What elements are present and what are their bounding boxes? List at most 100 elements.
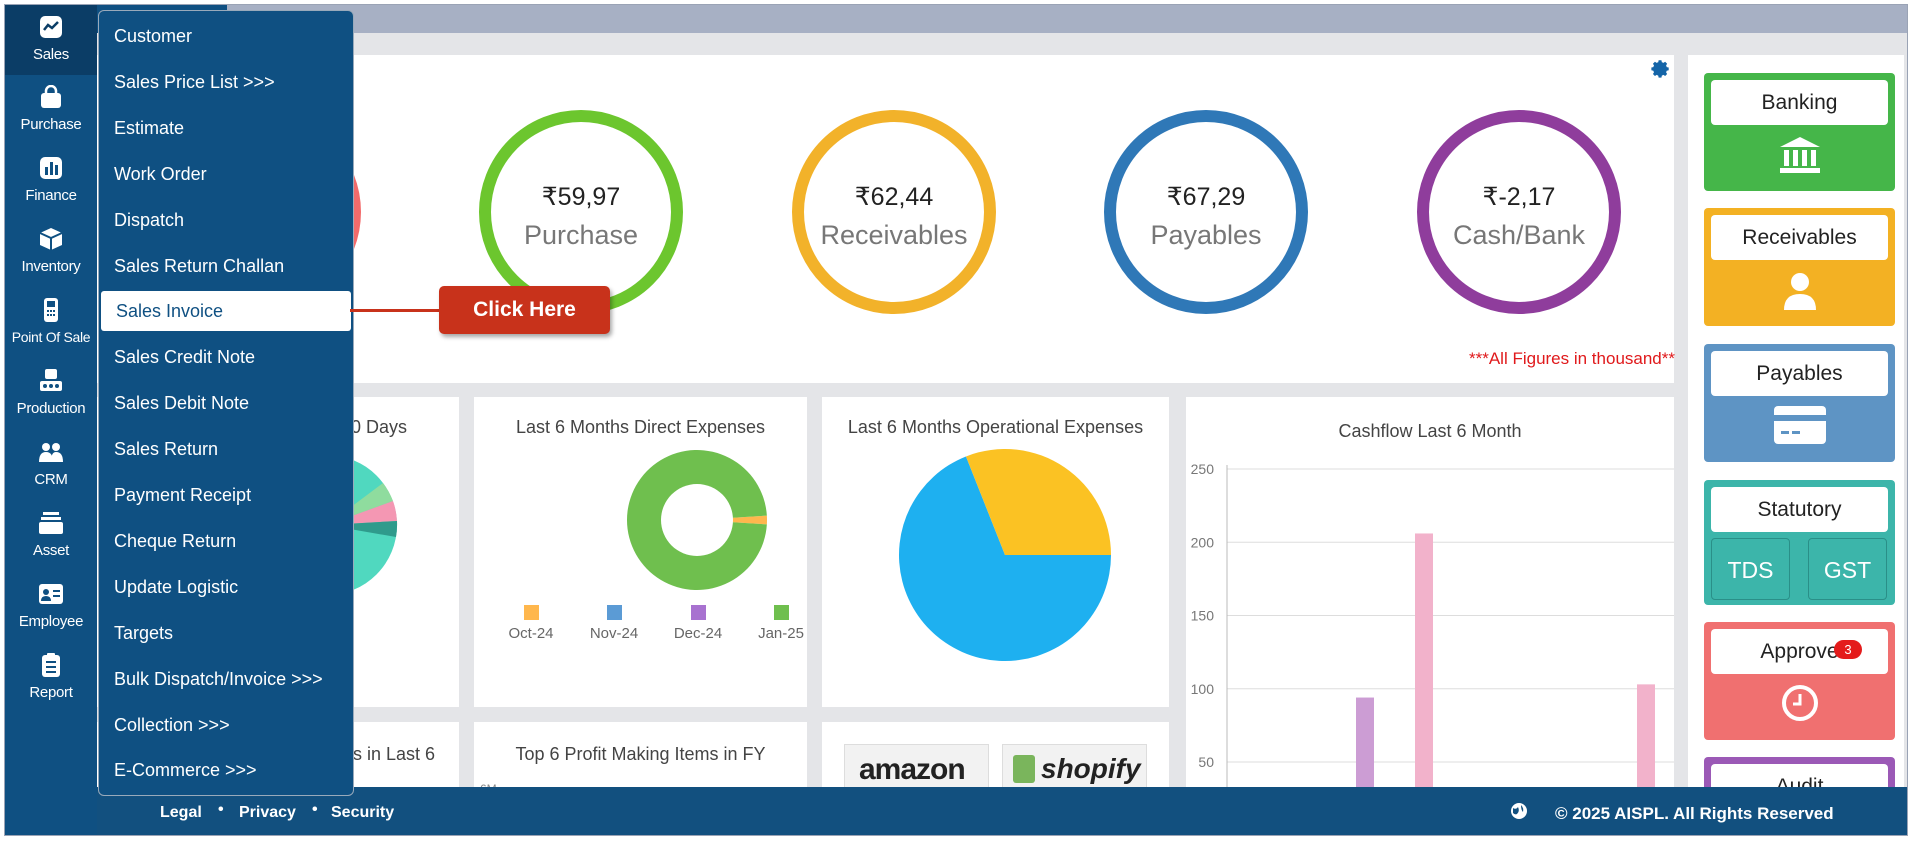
nav-item-crm[interactable]: CRM [5, 430, 97, 500]
security-link[interactable]: Security [331, 804, 395, 821]
tile-title: Receivables [1711, 215, 1888, 260]
receivables-tile[interactable]: Receivables [1704, 208, 1895, 326]
legend-swatch [524, 605, 539, 620]
nav-label: Finance [25, 187, 77, 204]
approve-count-badge: 3 [1834, 640, 1862, 659]
top-bar [97, 5, 1907, 33]
nav-label: Point Of Sale [11, 329, 91, 345]
layers-icon [39, 512, 63, 534]
shopify-logo[interactable]: shopify [1002, 744, 1147, 792]
box-icon [39, 228, 63, 250]
card-title: s in Last 6 [353, 744, 436, 764]
shopify-wordmark: shopify [1041, 753, 1141, 784]
nav-item-finance[interactable]: Finance [5, 146, 97, 216]
footer-separator: • [218, 801, 224, 818]
cashflow-bar-chart: 250 200 150 100 50 [1191, 461, 1674, 787]
operational-expenses-pie-chart [899, 449, 1111, 661]
nav-item-production[interactable]: Production [5, 359, 97, 429]
amazon-logo[interactable]: amazon [844, 744, 989, 792]
menu-item-sales-invoice[interactable]: Sales Invoice [101, 291, 351, 332]
menu-item-work-order[interactable]: Work Order [114, 163, 207, 184]
card-title: Last 6 Months Operational Expenses [847, 417, 1144, 437]
nav-item-employee[interactable]: Employee [5, 572, 97, 642]
tds-button[interactable]: TDS [1711, 538, 1790, 600]
menu-item-update-logistic[interactable]: Update Logistic [114, 576, 239, 597]
id-card-icon [39, 584, 63, 604]
statutory-tile[interactable]: Statutory TDS GST [1704, 480, 1895, 605]
top-profit-card: Top 6 Profit Making Items in FY 6M [474, 722, 807, 796]
menu-item-sales-return[interactable]: Sales Return [114, 439, 219, 460]
banking-tile[interactable]: Banking [1704, 73, 1895, 191]
menu-item-sales-price-list[interactable]: Sales Price List >>> [114, 71, 275, 92]
bag-icon [41, 85, 61, 108]
nav-label: Sales [32, 46, 70, 63]
y-tick-label: 250 [1191, 461, 1215, 477]
bar-chart-icon [40, 157, 62, 179]
cashflow-bar [1637, 684, 1655, 787]
kpi-value: ₹67,29 [1166, 183, 1246, 211]
privacy-link[interactable]: Privacy [239, 804, 296, 821]
menu-item-targets[interactable]: Targets [114, 622, 174, 643]
card-title: Cashflow Last 6 Month [1338, 421, 1522, 441]
globe-icon[interactable] [1510, 802, 1528, 820]
legend-swatch [691, 605, 706, 620]
nav-item-purchase[interactable]: Purchase [5, 75, 97, 145]
nav-label: Report [29, 684, 73, 701]
y-tick-label: 50 [1198, 754, 1214, 770]
kpi-value: ₹62,44 [854, 183, 934, 211]
gst-button[interactable]: GST [1808, 538, 1887, 600]
click-here-callout: Click Here [439, 286, 610, 334]
kpi-label: Payables [1150, 220, 1262, 250]
kpi-label: Cash/Bank [1452, 220, 1586, 250]
menu-item-e-commerce[interactable]: E-Commerce >>> [114, 760, 257, 781]
approve-tile[interactable]: Approve 3 [1704, 622, 1895, 740]
menu-item-estimate[interactable]: Estimate [114, 117, 185, 138]
user-icon [1704, 270, 1895, 317]
kpi-label: Purchase [523, 220, 639, 250]
kpi-value: ₹59,97 [541, 183, 621, 211]
nav-item-point-of-sale[interactable]: Point Of Sale [5, 288, 97, 358]
legend-label: Jan-25 [758, 625, 804, 642]
nav-label: Employee [18, 613, 84, 630]
chart-icon [40, 16, 62, 38]
kpi-label: Receivables [820, 220, 968, 250]
menu-item-customer[interactable]: Customer [114, 26, 193, 46]
legend-swatch [607, 605, 622, 620]
tile-title: Statutory [1711, 487, 1888, 532]
legal-link[interactable]: Legal [160, 804, 202, 821]
legend-swatch [774, 605, 789, 620]
kpi-ring-purchase[interactable]: ₹59,97 Purchase [479, 110, 683, 314]
tile-title: Banking [1711, 80, 1888, 125]
menu-item-bulk-dispatch-invoice[interactable]: Bulk Dispatch/Invoice >>> [114, 668, 323, 689]
tile-title-text: Approve [1760, 640, 1839, 663]
ecommerce-card: amazon shopify [822, 722, 1169, 792]
cashflow-bar [1356, 697, 1374, 787]
direct-expenses-donut-chart: Oct-24 Nov-24 Dec-24 Jan-25 [508, 450, 804, 642]
clock-icon [1704, 684, 1895, 727]
nav-item-report[interactable]: Report [5, 643, 97, 713]
nav-item-asset[interactable]: Asset [5, 501, 97, 571]
pos-terminal-icon [44, 298, 58, 322]
legend-label: Dec-24 [674, 625, 722, 642]
kpi-ring-payables[interactable]: ₹67,29 Payables [1104, 110, 1308, 314]
report-icon [42, 653, 60, 677]
nav-item-sales[interactable]: Sales [5, 5, 97, 75]
kpi-ring-cash-bank[interactable]: ₹-2,17 Cash/Bank [1417, 110, 1621, 314]
factory-icon [40, 369, 62, 391]
pie-slice [965, 449, 1111, 555]
payables-tile[interactable]: Payables [1704, 344, 1895, 462]
kpi-ring-receivables[interactable]: ₹62,44 Receivables [792, 110, 996, 314]
menu-item-cheque-return[interactable]: Cheque Return [114, 530, 237, 551]
nav-item-inventory[interactable]: Inventory [5, 217, 97, 287]
menu-item-sales-debit-note[interactable]: Sales Debit Note [114, 393, 250, 414]
menu-item-payment-receipt[interactable]: Payment Receipt [114, 485, 252, 505]
bank-icon [1704, 135, 1895, 180]
nav-label: Production [16, 400, 86, 417]
card-title: Last 6 Months Direct Expenses [515, 417, 766, 437]
menu-item-sales-return-challan[interactable]: Sales Return Challan [114, 255, 285, 276]
menu-item-collection[interactable]: Collection >>> [114, 714, 230, 735]
gear-icon[interactable] [1650, 59, 1672, 81]
y-tick-label: 100 [1191, 681, 1215, 697]
menu-item-dispatch[interactable]: Dispatch [114, 209, 185, 230]
menu-item-sales-credit-note[interactable]: Sales Credit Note [114, 347, 256, 368]
